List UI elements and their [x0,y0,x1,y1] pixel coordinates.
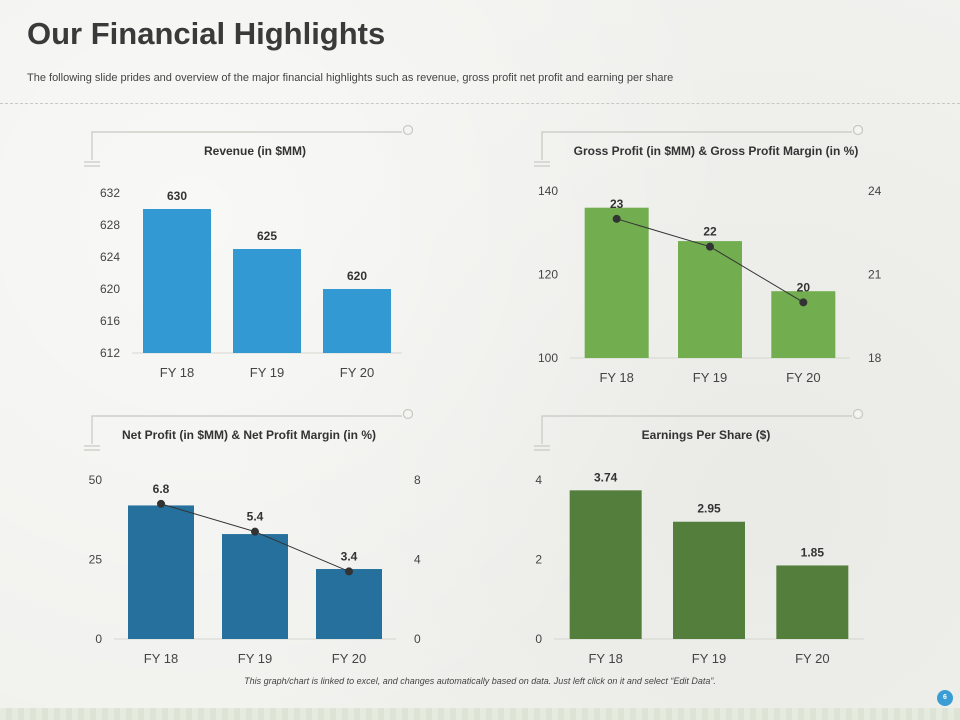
bar-fy-19 [678,241,742,358]
y-tick-label: 628 [100,218,120,232]
y-tick-label: 0 [535,632,542,646]
bar-fy-18 [584,207,649,358]
y-tick-label: 4 [535,473,542,487]
eps-chart-panel[interactable]: Earnings Per Share ($) 4 2 0 FY 18 3.74 FY 19 2… [520,404,880,674]
bar-fy-18 [128,505,194,639]
title-bracket-line [91,415,402,444]
y-tick-label: 616 [100,314,120,328]
data-label: 630 [167,189,187,203]
margin-label: 22 [703,225,717,239]
x-tick-label: FY 19 [693,370,727,385]
margin-label: 20 [797,280,811,294]
bar-fy-19 [673,521,745,639]
y2-tick-label: 21 [868,268,882,282]
margin-point [612,214,621,223]
data-label: 620 [347,269,367,283]
y-tick-label: 0 [95,632,102,646]
margin-point [345,567,353,576]
y-tick-label: 120 [538,268,558,282]
y-tick-label: 624 [100,250,120,264]
page-title: Our Financial Highlights [27,16,386,51]
y-tick-label: 632 [100,186,120,200]
revenue-chart[interactable]: Revenue (in $MM) 632 628 624 620 616 612 FY 18 6… [70,120,430,390]
y2-tick-label: 0 [414,632,421,646]
margin-label: 5.4 [247,510,264,524]
net-profit-chart[interactable]: Net Profit (in $MM) & Net Profit Margin … [70,404,430,674]
bar-fy-19 [233,249,301,353]
bar-fy-20 [316,569,382,639]
margin-label: 23 [610,197,624,211]
margin-point [157,499,165,508]
x-tick-label: FY 20 [786,370,820,385]
bracket-end-circle [402,408,414,420]
y2-tick-label: 4 [414,553,421,567]
margin-point [799,298,808,307]
gross-profit-chart[interactable]: Gross Profit (in $MM) & Gross Profit Mar… [520,120,882,390]
y2-tick-label: 8 [414,473,421,487]
chart-title: Net Profit (in $MM) & Net Profit Margin … [122,428,376,442]
data-label: 1.85 [801,545,825,559]
y2-tick-label: 24 [868,184,882,198]
data-label: 625 [257,229,277,243]
footer-note: This graph/chart is linked to excel, and… [244,676,716,686]
bar-fy-20 [776,565,849,639]
eps-chart[interactable]: Earnings Per Share ($) 4 2 0 FY 18 3.74 FY 19 2… [520,404,880,674]
net-profit-chart-panel[interactable]: Net Profit (in $MM) & Net Profit Margin … [70,404,430,674]
y-tick-label: 2 [535,553,542,567]
x-tick-label: FY 19 [692,651,726,666]
x-tick-label: FY 20 [795,651,829,666]
chart-title: Revenue (in $MM) [204,144,306,158]
gross-profit-chart-panel[interactable]: Gross Profit (in $MM) & Gross Profit Mar… [520,120,882,390]
x-tick-label: FY 18 [599,370,633,385]
chart-title: Earnings Per Share ($) [642,428,771,442]
bracket-end-circle [402,124,414,136]
margin-point [251,527,259,536]
page-subtitle: The following slide prides and overview … [27,72,674,84]
margin-label: 3.4 [341,549,358,563]
bracket-end-circle [852,124,864,136]
title-bracket-line [541,415,852,444]
bracket-end-circle [852,408,864,420]
x-tick-label: FY 18 [144,651,178,666]
x-tick-label: FY 18 [160,365,194,380]
bar-fy-19 [222,534,288,639]
bottom-strip [0,708,960,720]
x-tick-label: FY 19 [250,365,284,380]
title-bracket-line [91,131,402,160]
x-tick-label: FY 19 [238,651,272,666]
bar-fy-18 [569,490,642,639]
y-tick-label: 620 [100,282,120,296]
data-label: 3.74 [594,470,618,484]
data-label: 2.95 [697,502,721,516]
y2-tick-label: 18 [868,351,882,365]
y-tick-label: 100 [538,351,558,365]
x-tick-label: FY 18 [588,651,622,666]
y-tick-label: 50 [89,473,103,487]
title-divider [0,103,960,104]
y-tick-label: 25 [89,553,103,567]
margin-point [706,242,714,251]
y-tick-label: 612 [100,346,120,360]
page-number-badge: 6 [937,690,953,706]
y-tick-label: 140 [538,184,558,198]
bar-fy-20 [323,289,391,353]
bar-fy-18 [143,209,211,353]
revenue-chart-panel[interactable]: Revenue (in $MM) 632 628 624 620 616 612 FY 18 6… [70,120,430,390]
x-tick-label: FY 20 [340,365,374,380]
x-tick-label: FY 20 [332,651,366,666]
chart-title: Gross Profit (in $MM) & Gross Profit Mar… [574,144,859,158]
title-bracket-line [541,131,852,160]
margin-label: 6.8 [153,482,170,496]
